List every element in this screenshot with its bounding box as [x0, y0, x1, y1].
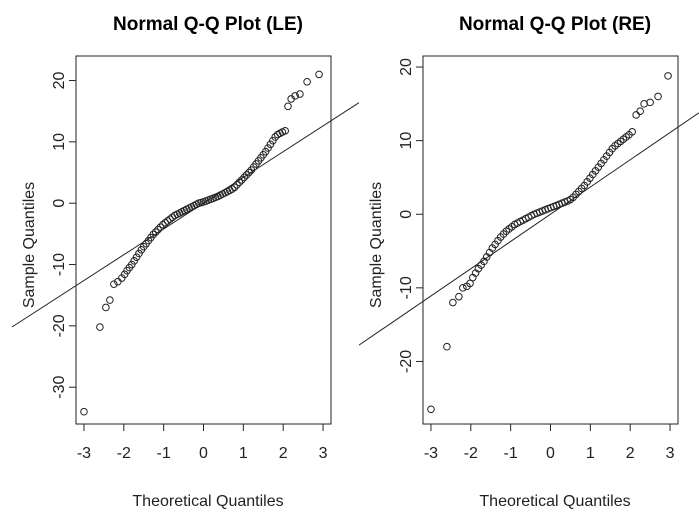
data-point	[242, 171, 251, 179]
data-point	[235, 178, 244, 187]
y-tick-label: 0	[51, 199, 68, 208]
data-point	[161, 219, 170, 227]
data-point	[149, 230, 158, 239]
data-point	[636, 107, 644, 115]
data-point	[166, 215, 174, 223]
data-point	[296, 90, 304, 98]
y-axis-label: Sample Quantiles	[21, 182, 38, 308]
data-point	[110, 280, 118, 288]
data-point	[646, 98, 654, 107]
y-tick-label: -10	[51, 253, 68, 276]
data-point	[271, 133, 280, 141]
data-point	[233, 181, 241, 189]
y-tick-label: 10	[398, 132, 415, 150]
y-tick-label: -20	[51, 314, 68, 337]
data-point	[237, 176, 246, 184]
data-point	[632, 111, 640, 119]
x-tick-label: -3	[77, 445, 91, 462]
data-point	[664, 72, 672, 80]
panel-left: Normal Q-Q Plot (LE) -3 -2 -1 0 1 2 3-30-20-10…	[11, 14, 360, 510]
data-point	[163, 217, 172, 225]
data-point	[102, 303, 110, 312]
x-tick-label: 2	[279, 445, 288, 462]
data-point	[151, 228, 160, 236]
y-tick-label: -20	[398, 350, 415, 373]
data-point	[449, 298, 457, 307]
x-axis-label: Theoretical Quantiles	[132, 493, 283, 510]
data-point	[154, 225, 162, 234]
chart-title: Normal Q-Q Plot (LE)	[113, 14, 303, 35]
data-point	[303, 77, 311, 86]
plot-frame	[75, 55, 332, 425]
data-point	[628, 128, 636, 136]
x-tick-label: 2	[626, 445, 635, 462]
x-tick-label: 3	[319, 445, 328, 462]
x-axis-label: Theoretical Quantiles	[479, 493, 630, 510]
y-tick-label: -30	[51, 376, 68, 399]
x-tick-label: 0	[199, 445, 208, 462]
data-point	[245, 168, 253, 177]
data-point	[427, 405, 435, 414]
x-tick-label: -2	[117, 445, 131, 462]
y-tick-label: 20	[51, 72, 68, 90]
data-point	[96, 323, 104, 331]
x-tick-label: -2	[464, 445, 478, 462]
data-point	[443, 342, 451, 351]
x-tick-label: 1	[586, 445, 595, 462]
chart-title: Normal Q-Q Plot (RE)	[459, 14, 651, 35]
x-tick-label: -1	[157, 445, 171, 462]
data-point	[315, 70, 323, 79]
y-tick-label: 20	[398, 58, 415, 76]
data-point	[654, 92, 662, 101]
data-point	[291, 92, 299, 100]
data-point	[156, 223, 165, 231]
y-tick-label: 10	[51, 133, 68, 151]
reference-line	[358, 112, 699, 346]
x-tick-label: 1	[239, 445, 248, 462]
data-point	[228, 185, 236, 193]
data-point	[159, 220, 167, 229]
reference-line	[11, 102, 360, 328]
x-tick-label: 3	[666, 445, 675, 462]
data-point	[455, 292, 463, 301]
data-point	[281, 127, 289, 135]
data-point	[466, 279, 474, 288]
data-point	[459, 284, 467, 292]
data-point	[230, 183, 239, 192]
data-point	[240, 173, 248, 182]
panel-right: Normal Q-Q Plot (RE) -3 -2 -1 0 1 2 3-20-10010…	[358, 14, 699, 510]
x-tick-label: -3	[424, 445, 438, 462]
data-point	[106, 296, 114, 304]
data-point	[284, 102, 292, 111]
plot-frame	[422, 55, 679, 425]
x-tick-label: 0	[546, 445, 555, 462]
y-tick-label: 0	[398, 210, 415, 219]
y-axis-label: Sample Quantiles	[368, 182, 385, 308]
y-tick-label: -10	[398, 276, 415, 299]
x-tick-label: -1	[504, 445, 518, 462]
data-point	[80, 407, 88, 416]
